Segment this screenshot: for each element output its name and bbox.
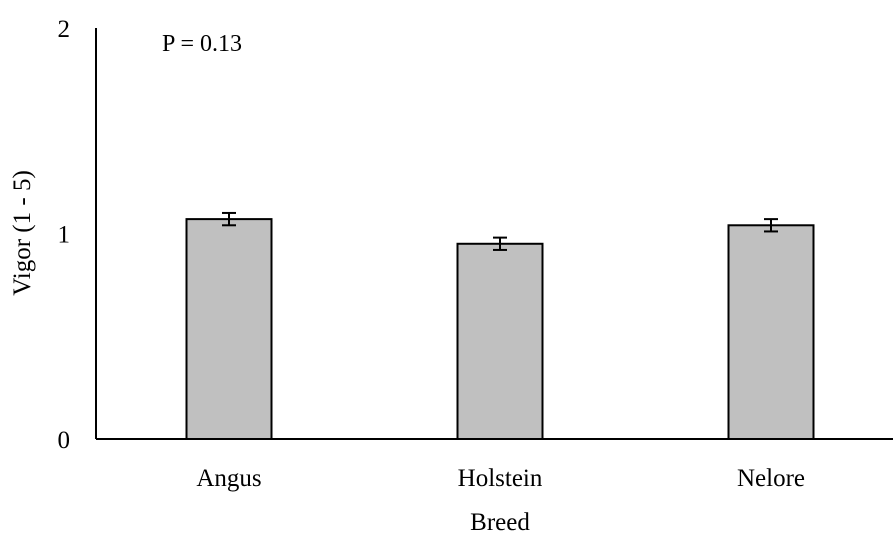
error-bar-nelore (764, 218, 778, 233)
y-tick-labels: 0 1 2 (58, 16, 71, 454)
x-tick-labels: Angus Holstein Nelore (196, 465, 805, 492)
bars-group (185, 218, 815, 440)
x-tick-label-holstein: Holstein (458, 465, 543, 492)
bar-nelore (727, 224, 815, 440)
x-tick-label-angus: Angus (196, 465, 261, 492)
y-tick-label-1: 1 (58, 222, 71, 249)
error-bars-group (222, 211, 778, 251)
error-bar-angus (222, 211, 236, 227)
y-axis-title: Vigor (1 - 5) (9, 170, 36, 296)
y-tick-label-0: 0 (58, 427, 71, 454)
x-axis-title: Breed (470, 509, 530, 533)
bar-holstein (456, 242, 544, 440)
bar-angus (185, 218, 273, 440)
error-bar-holstein (493, 236, 507, 251)
p-value-annotation: P = 0.13 (162, 31, 242, 57)
y-tick-label-2: 2 (58, 16, 71, 43)
x-tick-label-nelore: Nelore (737, 465, 805, 492)
